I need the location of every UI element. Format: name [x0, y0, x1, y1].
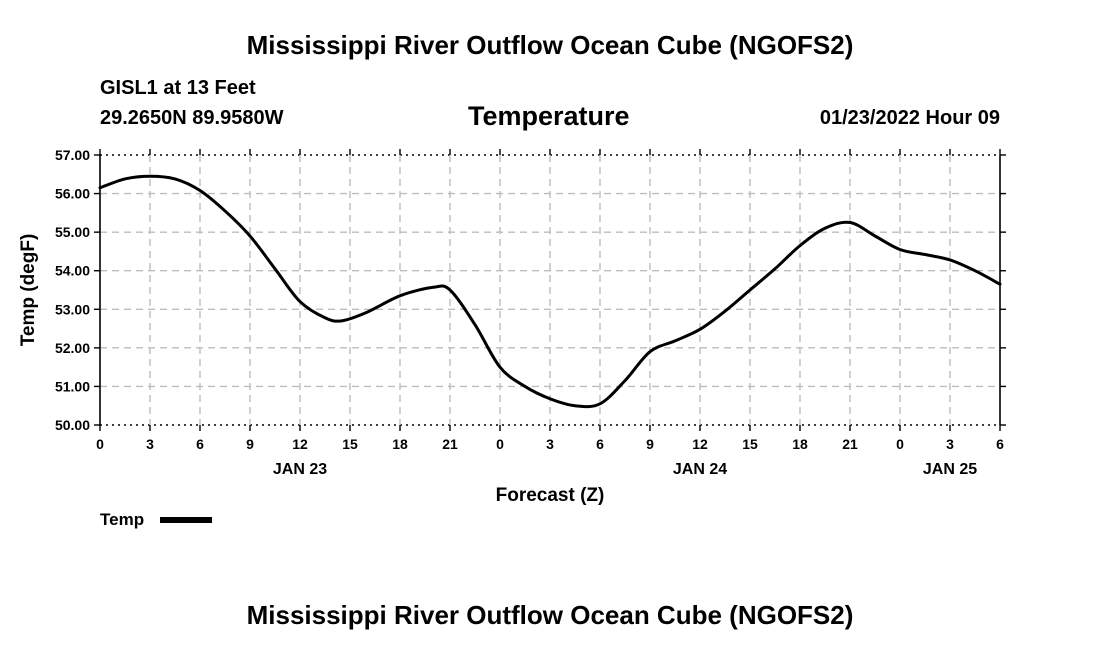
- y-tick-label: 52.00: [55, 340, 90, 356]
- x-tick-label: 6: [596, 436, 604, 452]
- x-tick-label: 15: [742, 436, 758, 452]
- x-tick-label: 18: [792, 436, 808, 452]
- x-tick-label: 21: [442, 436, 458, 452]
- x-tick-label: 9: [646, 436, 654, 452]
- y-tick-label: 56.00: [55, 186, 90, 202]
- x-tick-label: 12: [692, 436, 708, 452]
- y-axis-title: Temp (degF): [18, 234, 39, 347]
- x-date-label: JAN 25: [923, 461, 977, 478]
- station-coordinates: 29.2650N 89.9580W: [100, 107, 284, 129]
- station-label: GISL1 at 13 Feet: [100, 77, 256, 99]
- x-tick-label: 12: [292, 436, 308, 452]
- grid-lines: [100, 154, 1000, 426]
- x-date-label: JAN 24: [673, 461, 727, 478]
- x-tick-label: 6: [196, 436, 204, 452]
- chart-main-title-bottom: Mississippi River Outflow Ocean Cube (NG…: [246, 600, 854, 630]
- x-tick-label: 9: [246, 436, 254, 452]
- y-tick-label: 54.00: [55, 263, 90, 279]
- series-line-temp: [98, 174, 1002, 409]
- y-tick-label: 51.00: [55, 378, 90, 394]
- axes: [94, 149, 1006, 431]
- x-tick-label: 6: [996, 436, 1004, 452]
- x-tick-label: 3: [946, 436, 954, 452]
- x-date-label: JAN 23: [273, 461, 327, 478]
- y-tick-label: 57.00: [55, 147, 90, 163]
- y-tick-label: 50.00: [55, 417, 90, 433]
- x-tick-label: 18: [392, 436, 408, 452]
- x-tick-label: 3: [146, 436, 154, 452]
- series: [98, 174, 1002, 409]
- forecast-timestamp: 01/23/2022 Hour 09: [819, 107, 1000, 129]
- y-tick-label: 55.00: [55, 224, 90, 240]
- x-axis-title: Forecast (Z): [496, 485, 605, 506]
- x-tick-label: 0: [896, 436, 904, 452]
- x-tick-label: 3: [546, 436, 554, 452]
- x-tick-label: 0: [496, 436, 504, 452]
- legend-label: Temp: [100, 510, 145, 529]
- chart-main-title: Mississippi River Outflow Ocean Cube (NG…: [246, 30, 854, 60]
- x-tick-label: 0: [96, 436, 104, 452]
- legend-swatch: [160, 517, 212, 523]
- x-tick-label: 21: [842, 436, 858, 452]
- chart-variable-title: Temperature: [468, 101, 630, 131]
- x-tick-label: 15: [342, 436, 358, 452]
- axis-labels: 50.00 51.00 52.00 53.00 54.00 55.00 56.00 57.00…: [18, 147, 1004, 506]
- y-tick-label: 53.00: [55, 301, 90, 317]
